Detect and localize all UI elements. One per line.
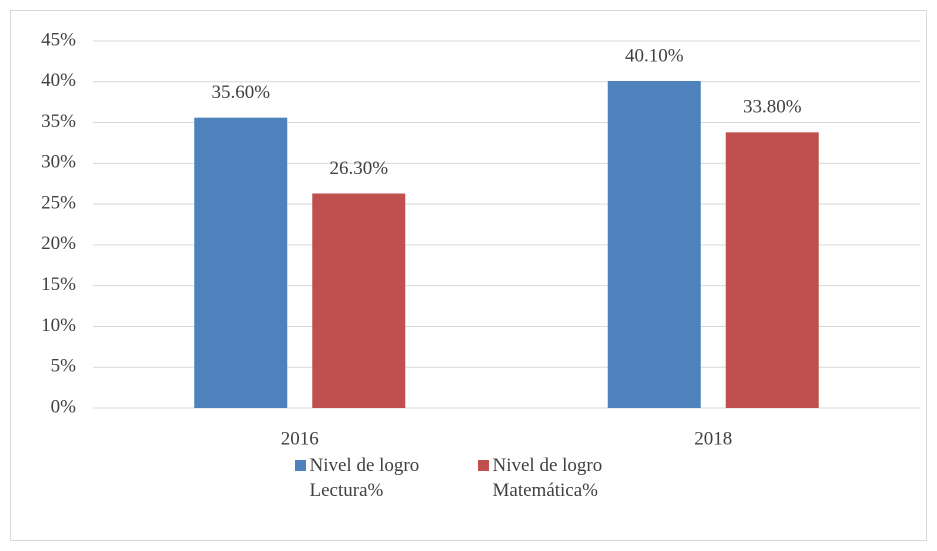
legend-swatch [477,460,489,471]
data-label: 35.60% [211,82,270,103]
y-tick-label: 10% [41,315,76,336]
legend: Nivel de logro Lectura% Nivel de logro Ma… [0,453,937,503]
y-tick-label: 15% [41,274,76,295]
chart-border [10,10,927,541]
y-tick-label: 20% [41,233,76,254]
y-tick-label: 0% [51,396,77,417]
y-tick-label: 25% [41,192,76,213]
bar [194,117,288,408]
legend-swatch [294,460,306,471]
legend-item: Nivel de logro Matemática% [477,453,643,503]
legend-item: Nivel de logro Lectura% [294,453,460,503]
legend-label: Nivel de logro Matemática% [492,455,603,501]
data-label: 26.30% [329,158,388,179]
y-tick-label: 40% [41,70,76,91]
y-tick-label: 45% [41,29,76,50]
data-label: 40.10% [625,45,684,66]
y-tick-label: 30% [41,152,76,173]
bar [312,193,406,408]
y-tick-label: 5% [51,356,77,377]
bar [725,132,819,408]
y-tick-label: 35% [41,111,76,132]
legend-label: Nivel de logro Lectura% [309,455,420,501]
bar [607,80,701,408]
x-tick-label: 2018 [694,428,732,449]
data-label: 33.80% [743,97,802,118]
x-tick-label: 2016 [281,428,319,449]
